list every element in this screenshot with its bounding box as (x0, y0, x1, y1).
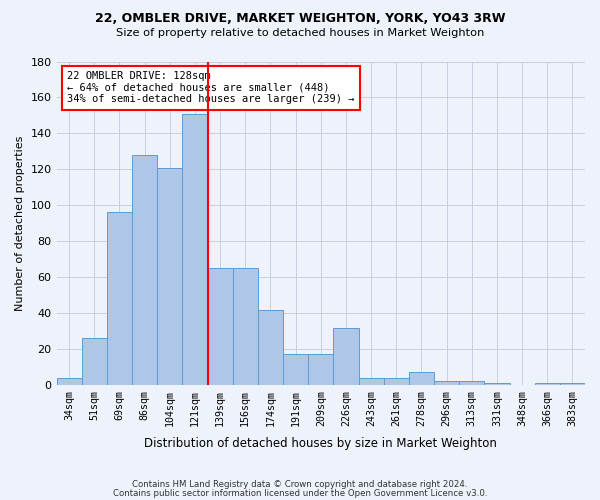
Text: Contains HM Land Registry data © Crown copyright and database right 2024.: Contains HM Land Registry data © Crown c… (132, 480, 468, 489)
X-axis label: Distribution of detached houses by size in Market Weighton: Distribution of detached houses by size … (145, 437, 497, 450)
Bar (82, 338, 107, 385)
Bar (182, 114, 208, 385)
Text: 22, OMBLER DRIVE, MARKET WEIGHTON, YORK, YO43 3RW: 22, OMBLER DRIVE, MARKET WEIGHTON, YORK,… (95, 12, 505, 26)
Bar (56, 378, 82, 385)
Bar (409, 372, 434, 385)
Bar (484, 383, 509, 385)
Bar (258, 310, 283, 385)
Bar (359, 378, 383, 385)
Bar (283, 354, 308, 385)
Text: Contains public sector information licensed under the Open Government Licence v3: Contains public sector information licen… (113, 489, 487, 498)
Bar (535, 383, 560, 385)
Bar (132, 155, 157, 385)
Bar (459, 382, 484, 385)
Bar (233, 268, 258, 385)
Bar (208, 268, 233, 385)
Bar (308, 354, 334, 385)
Y-axis label: Number of detached properties: Number of detached properties (15, 136, 25, 311)
Bar (383, 378, 409, 385)
Text: Size of property relative to detached houses in Market Weighton: Size of property relative to detached ho… (116, 28, 484, 38)
Bar (334, 328, 359, 385)
Bar (157, 168, 182, 385)
Bar (560, 383, 585, 385)
Bar (107, 212, 132, 385)
Bar (434, 382, 459, 385)
Text: 22 OMBLER DRIVE: 128sqm
← 64% of detached houses are smaller (448)
34% of semi-d: 22 OMBLER DRIVE: 128sqm ← 64% of detache… (67, 71, 355, 104)
